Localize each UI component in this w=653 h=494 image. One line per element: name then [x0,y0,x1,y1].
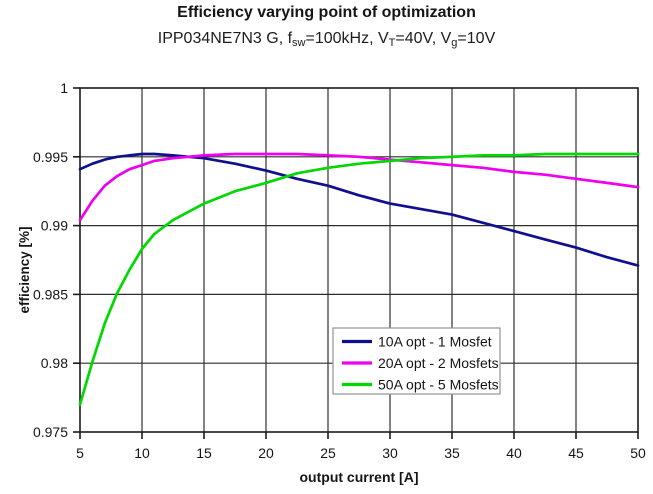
legend-item: 50A opt - 5 Mosfets [342,377,499,393]
y-tick-label: 0.985 [33,286,68,302]
subtitle-text: IPP034NE7N3 G, f [157,30,293,47]
legend: 10A opt - 1 Mosfet 20A opt - 2 Mosfets 50A… [332,327,501,395]
subtitle-text: =100kHz, V [305,30,389,47]
x-tick-label: 5 [76,445,84,461]
series-line-20a [78,152,640,222]
y-tick-label: 0.98 [41,355,68,371]
axis-ticks [73,87,639,439]
plot-border [79,87,639,433]
series-line-50a [78,152,640,406]
chart-title: Efficiency varying point of optimization [177,4,476,21]
legend-label: 10A opt - 1 Mosfet [378,334,492,350]
y-tick-label: 0.99 [41,218,68,234]
y-tick-label: 0.995 [33,149,68,165]
x-tick-label: 15 [196,445,212,461]
legend-label: 50A opt - 5 Mosfets [378,377,499,393]
legend-item: 10A opt - 1 Mosfet [342,334,492,350]
x-tick-label: 30 [382,445,398,461]
x-axis-title: output current [A] [300,469,419,485]
subtitle-text: =40V, V [395,30,452,47]
y-tick-label: 0.975 [33,424,68,440]
x-tick-label: 45 [568,445,584,461]
subtitle-subscript-sw: sw [292,37,306,49]
x-tick-label: 20 [258,445,274,461]
x-tick-label: 35 [444,445,460,461]
chart-subtitle: IPP034NE7N3 G, fsw=100kHz, VT=40V, Vg=10… [0,30,653,49]
subtitle-subscript-t: T [388,37,396,49]
x-tick-label: 25 [320,445,336,461]
series-line-10a [78,152,640,267]
subtitle-text: =10V [457,30,496,47]
y-axis-title: efficiency [%] [17,226,32,313]
y-tick-label: 1 [60,80,68,96]
x-tick-label: 40 [506,445,522,461]
subtitle-subscript-g: g [451,37,458,49]
legend-label: 20A opt - 2 Mosfets [378,355,499,371]
x-tick-label: 10 [134,445,150,461]
legend-item: 20A opt - 2 Mosfets [342,355,499,371]
x-tick-label: 50 [630,445,646,461]
